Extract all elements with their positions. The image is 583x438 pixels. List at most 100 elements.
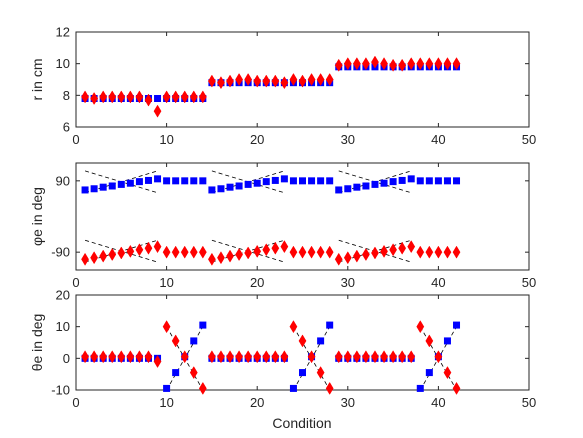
data-point-square — [362, 182, 370, 190]
data-point-square — [398, 176, 406, 184]
data-point-square — [389, 178, 397, 186]
data-point-diamond — [380, 57, 388, 71]
data-point-square — [289, 384, 297, 392]
data-point-square — [335, 186, 343, 194]
data-point-square — [416, 177, 424, 185]
data-point-diamond — [443, 57, 452, 71]
data-point-square — [190, 177, 198, 185]
data-point-square — [407, 175, 415, 183]
data-point-square — [317, 337, 325, 345]
data-point-diamond — [208, 252, 216, 266]
data-point-diamond — [153, 240, 162, 254]
x-axis-label: Condition — [272, 415, 331, 431]
data-point-diamond — [217, 76, 225, 90]
data-point-diamond — [298, 245, 307, 259]
data-point-diamond — [352, 57, 361, 71]
x-tick-label: 20 — [250, 275, 264, 290]
data-point-diamond — [325, 245, 334, 259]
x-tick-label: 40 — [431, 132, 445, 147]
data-point-diamond — [108, 90, 117, 104]
data-point-diamond — [434, 57, 443, 71]
x-tick-label: 50 — [522, 275, 536, 290]
data-point-diamond — [153, 104, 162, 118]
data-point-diamond — [371, 350, 379, 364]
data-point-square — [190, 337, 198, 345]
data-point-diamond — [271, 74, 280, 88]
data-point-square — [443, 177, 451, 185]
data-point-square — [135, 178, 143, 186]
data-point-diamond — [244, 350, 253, 364]
data-point-square — [217, 185, 225, 193]
data-point-diamond — [226, 249, 234, 263]
data-point-square — [208, 186, 216, 194]
data-point-diamond — [162, 245, 171, 259]
data-point-square — [299, 369, 306, 377]
data-point-diamond — [407, 57, 416, 71]
data-point-diamond — [180, 90, 189, 104]
data-point-diamond — [362, 350, 370, 364]
y-axis-label: θe in deg — [29, 314, 45, 372]
data-point-square — [299, 177, 306, 185]
data-point-diamond — [208, 74, 216, 88]
data-point-diamond — [135, 243, 144, 257]
data-point-diamond — [307, 245, 316, 259]
data-point-square — [326, 177, 334, 185]
data-point-square — [154, 95, 162, 102]
data-point-square — [289, 177, 297, 185]
y-tick-label: 20 — [56, 288, 70, 303]
data-point-diamond — [343, 251, 352, 265]
data-point-diamond — [235, 73, 243, 86]
data-point-diamond — [343, 57, 352, 71]
data-point-diamond — [90, 92, 99, 105]
data-point-diamond — [434, 245, 443, 259]
data-point-diamond — [352, 249, 361, 263]
y-tick-label: 90 — [56, 173, 70, 188]
data-point-square — [126, 179, 134, 187]
data-point-diamond — [398, 58, 407, 72]
data-point-square — [163, 384, 171, 392]
data-point-diamond — [334, 58, 343, 72]
data-point-diamond — [117, 350, 126, 364]
data-point-square — [371, 180, 379, 188]
data-point-square — [326, 321, 334, 329]
data-point-diamond — [316, 366, 325, 380]
data-point-diamond — [316, 245, 325, 259]
data-point-diamond — [198, 381, 207, 395]
data-point-diamond — [307, 73, 316, 86]
data-point-square — [317, 177, 325, 185]
data-point-diamond — [452, 381, 461, 395]
x-tick-label: 40 — [431, 395, 445, 410]
data-point-diamond — [407, 350, 416, 364]
data-point-diamond — [425, 334, 434, 348]
data-point-diamond — [362, 57, 370, 71]
data-point-diamond — [171, 245, 180, 259]
data-point-square — [280, 175, 288, 183]
data-point-diamond — [135, 350, 144, 364]
data-point-diamond — [434, 350, 443, 364]
data-point-square — [271, 176, 279, 184]
data-point-square — [226, 183, 234, 191]
data-point-diamond — [362, 248, 370, 262]
data-point-square — [253, 179, 261, 187]
data-point-square — [308, 177, 316, 185]
data-point-diamond — [144, 241, 153, 255]
data-point-diamond — [135, 90, 144, 104]
x-tick-label: 50 — [522, 395, 536, 410]
data-point-diamond — [371, 55, 379, 69]
y-tick-label: 8 — [63, 88, 70, 103]
data-point-diamond — [325, 381, 334, 395]
x-tick-label: 10 — [159, 395, 173, 410]
data-point-diamond — [443, 245, 452, 259]
r-panel: 0 10 20 30 40 50 6 8 10 12 r in cm — [29, 25, 536, 148]
data-point-diamond — [262, 74, 271, 88]
data-point-square — [117, 180, 125, 188]
data-point-diamond — [90, 251, 99, 265]
data-point-diamond — [144, 350, 153, 364]
data-point-diamond — [289, 73, 298, 86]
data-point-diamond — [171, 334, 180, 348]
y-tick-label: 10 — [56, 56, 70, 71]
data-point-diamond — [316, 73, 325, 86]
x-tick-label: 10 — [159, 132, 173, 147]
data-point-square — [199, 321, 207, 329]
